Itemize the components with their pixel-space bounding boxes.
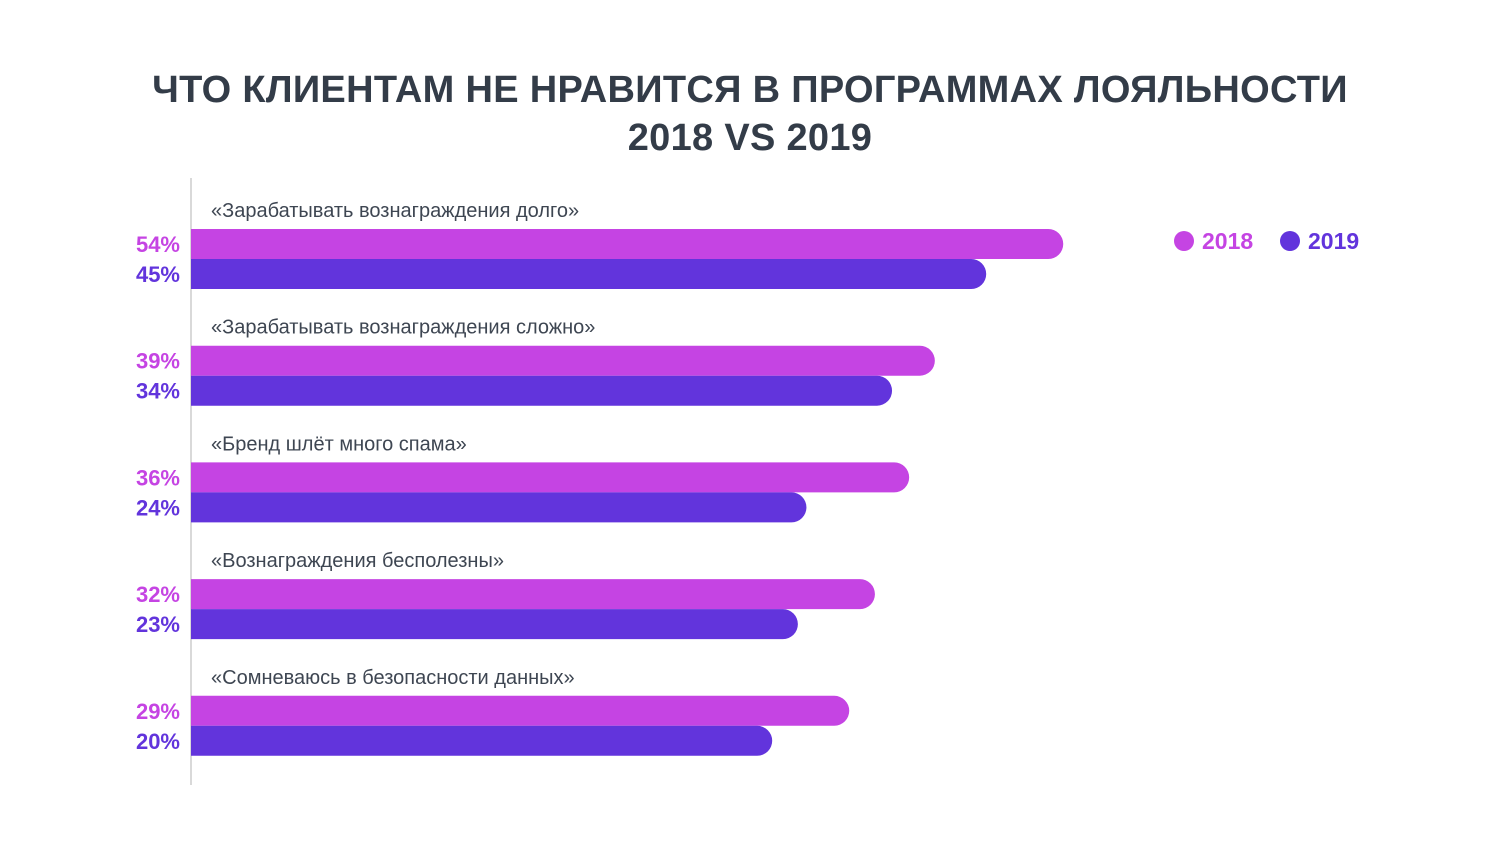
bar-2019 xyxy=(191,375,893,406)
value-label-2019: 45% xyxy=(136,262,180,287)
bar-2018 xyxy=(191,695,850,726)
value-label-2018: 36% xyxy=(136,465,180,490)
value-label-2018: 39% xyxy=(136,349,180,374)
bar-2019 xyxy=(191,725,773,756)
bar-2019 xyxy=(191,492,807,523)
category-label: «Сомневаюсь в безопасности данных» xyxy=(211,667,575,689)
value-label-2018: 29% xyxy=(136,699,180,724)
bar-2019 xyxy=(191,259,987,289)
legend-marker-2018 xyxy=(1174,231,1194,251)
bar-2019 xyxy=(191,609,798,640)
value-label-2019: 34% xyxy=(136,379,180,404)
legend-label-2018: 2018 xyxy=(1202,228,1253,254)
value-label-2019: 23% xyxy=(136,612,180,637)
bar-2018 xyxy=(191,462,910,493)
legend-label-2019: 2019 xyxy=(1308,228,1359,254)
value-label-2019: 24% xyxy=(136,495,180,520)
category-label: «Зарабатывать вознаграждения долго» xyxy=(211,200,579,222)
value-label-2018: 32% xyxy=(136,582,180,607)
category-label: «Бренд шлёт много спама» xyxy=(211,433,467,455)
chart-title: ЧТО КЛИЕНТАМ НЕ НРАВИТСЯ В ПРОГРАММАХ ЛО… xyxy=(152,69,1348,111)
chart-subtitle: 2018 VS 2019 xyxy=(627,117,873,159)
bar-2018 xyxy=(191,229,1064,259)
category-label: «Вознаграждения бесполезны» xyxy=(211,550,504,572)
bar-2018 xyxy=(191,579,875,610)
value-label-2019: 20% xyxy=(136,729,180,754)
category-label: «Зарабатывать вознаграждения сложно» xyxy=(211,317,595,339)
legend-marker-2019 xyxy=(1280,231,1300,251)
value-label-2018: 54% xyxy=(136,232,180,257)
bar-2018 xyxy=(191,345,935,376)
